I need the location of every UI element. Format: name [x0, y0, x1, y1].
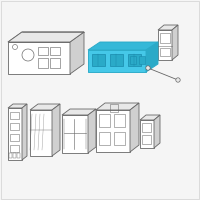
Polygon shape: [70, 32, 84, 74]
Bar: [10, 145, 19, 152]
Bar: [110, 104, 118, 112]
Polygon shape: [62, 115, 88, 153]
Polygon shape: [158, 30, 172, 60]
Bar: [99, 114, 110, 127]
Polygon shape: [8, 32, 84, 42]
Bar: [114, 132, 125, 145]
Bar: [110, 54, 123, 66]
Bar: [38, 47, 48, 55]
Bar: [10, 123, 19, 130]
Bar: [139, 56, 145, 64]
Bar: [142, 123, 151, 132]
Polygon shape: [96, 110, 130, 152]
Bar: [160, 33, 170, 43]
Polygon shape: [30, 110, 52, 156]
Polygon shape: [8, 32, 84, 42]
Bar: [50, 58, 60, 68]
Polygon shape: [8, 42, 70, 74]
Bar: [9, 153, 12, 158]
Bar: [38, 58, 48, 68]
Bar: [99, 132, 110, 145]
Polygon shape: [172, 25, 178, 60]
Bar: [10, 134, 19, 141]
Bar: [130, 56, 136, 64]
Polygon shape: [140, 115, 160, 120]
Bar: [13, 153, 16, 158]
Bar: [92, 54, 105, 66]
Circle shape: [146, 66, 150, 70]
Bar: [50, 47, 60, 55]
Polygon shape: [88, 42, 158, 50]
Polygon shape: [88, 109, 96, 153]
Circle shape: [176, 78, 180, 82]
Bar: [10, 112, 19, 119]
Bar: [160, 48, 170, 56]
Polygon shape: [22, 104, 27, 160]
Polygon shape: [158, 25, 178, 30]
Polygon shape: [154, 115, 160, 148]
Bar: [114, 114, 125, 127]
Bar: [128, 54, 141, 66]
Polygon shape: [62, 109, 96, 115]
Polygon shape: [30, 104, 60, 110]
Bar: [142, 135, 151, 144]
Polygon shape: [96, 103, 139, 110]
Polygon shape: [8, 108, 22, 160]
Polygon shape: [140, 120, 154, 148]
Polygon shape: [88, 50, 146, 72]
Polygon shape: [8, 104, 27, 108]
Polygon shape: [130, 103, 139, 152]
Polygon shape: [52, 104, 60, 156]
Bar: [17, 153, 20, 158]
Polygon shape: [146, 42, 158, 72]
